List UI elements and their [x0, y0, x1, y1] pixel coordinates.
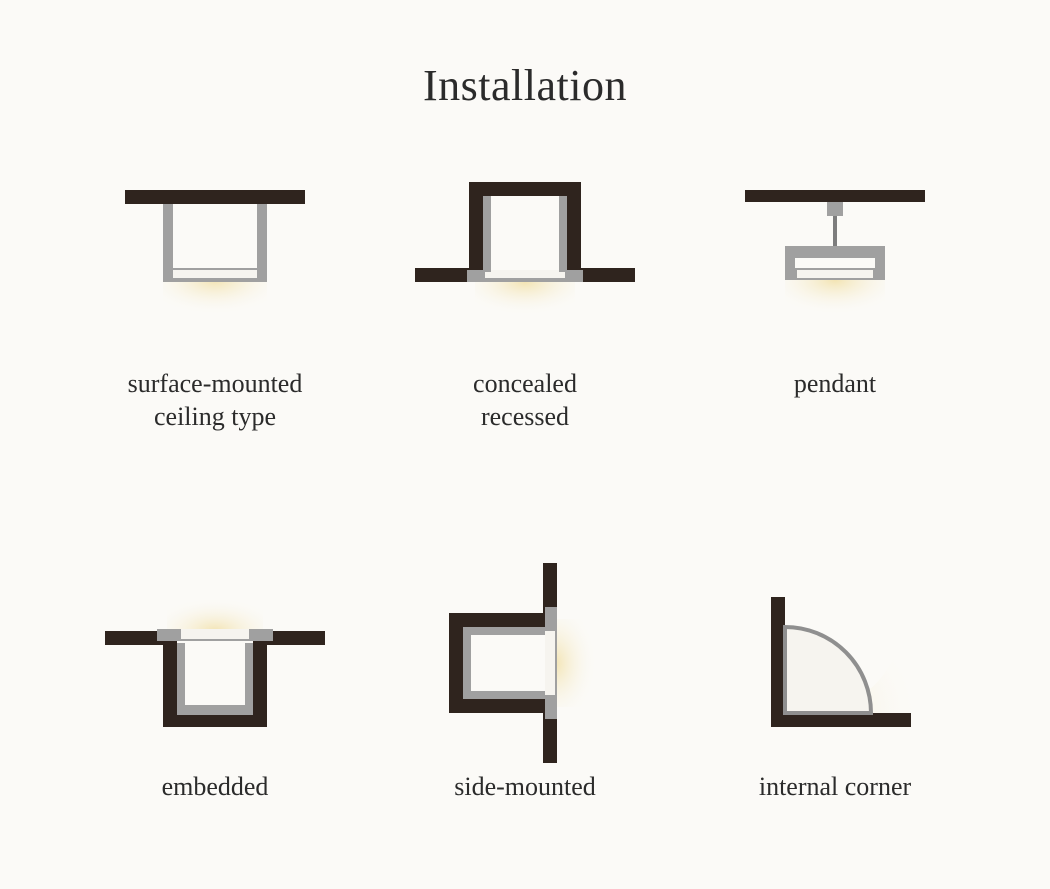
item-label: concealed recessed: [473, 368, 577, 433]
item-side-mounted: side-mounted: [390, 573, 660, 804]
side-mounted-icon: [395, 573, 655, 753]
item-surface-mounted: surface-mounted ceiling type: [80, 170, 350, 433]
page-title: Installation: [0, 60, 1050, 111]
item-label: side-mounted: [454, 771, 596, 804]
pendant-icon: [705, 170, 965, 350]
item-embedded: embedded: [80, 573, 350, 804]
item-pendant: pendant: [700, 170, 970, 433]
label-line1: concealed: [473, 369, 577, 398]
embedded-icon: [85, 573, 345, 753]
item-concealed-recessed: concealed recessed: [390, 170, 660, 433]
label-line2: ceiling type: [154, 402, 276, 431]
internal-corner-icon: [705, 573, 965, 753]
label-line1: pendant: [794, 369, 876, 398]
concealed-recessed-icon: [395, 170, 655, 350]
label-line1: side-mounted: [454, 772, 596, 801]
label-line1: surface-mounted: [128, 369, 303, 398]
item-label: embedded: [162, 771, 269, 804]
label-line1: internal corner: [759, 772, 911, 801]
item-label: internal corner: [759, 771, 911, 804]
item-label: pendant: [794, 368, 876, 401]
surface-mounted-icon: [85, 170, 345, 350]
item-label: surface-mounted ceiling type: [128, 368, 303, 433]
item-internal-corner: internal corner: [700, 573, 970, 804]
label-line1: embedded: [162, 772, 269, 801]
installation-infographic: Installation: [0, 0, 1050, 889]
installation-grid: surface-mounted ceiling type: [80, 170, 970, 804]
label-line2: recessed: [481, 402, 569, 431]
